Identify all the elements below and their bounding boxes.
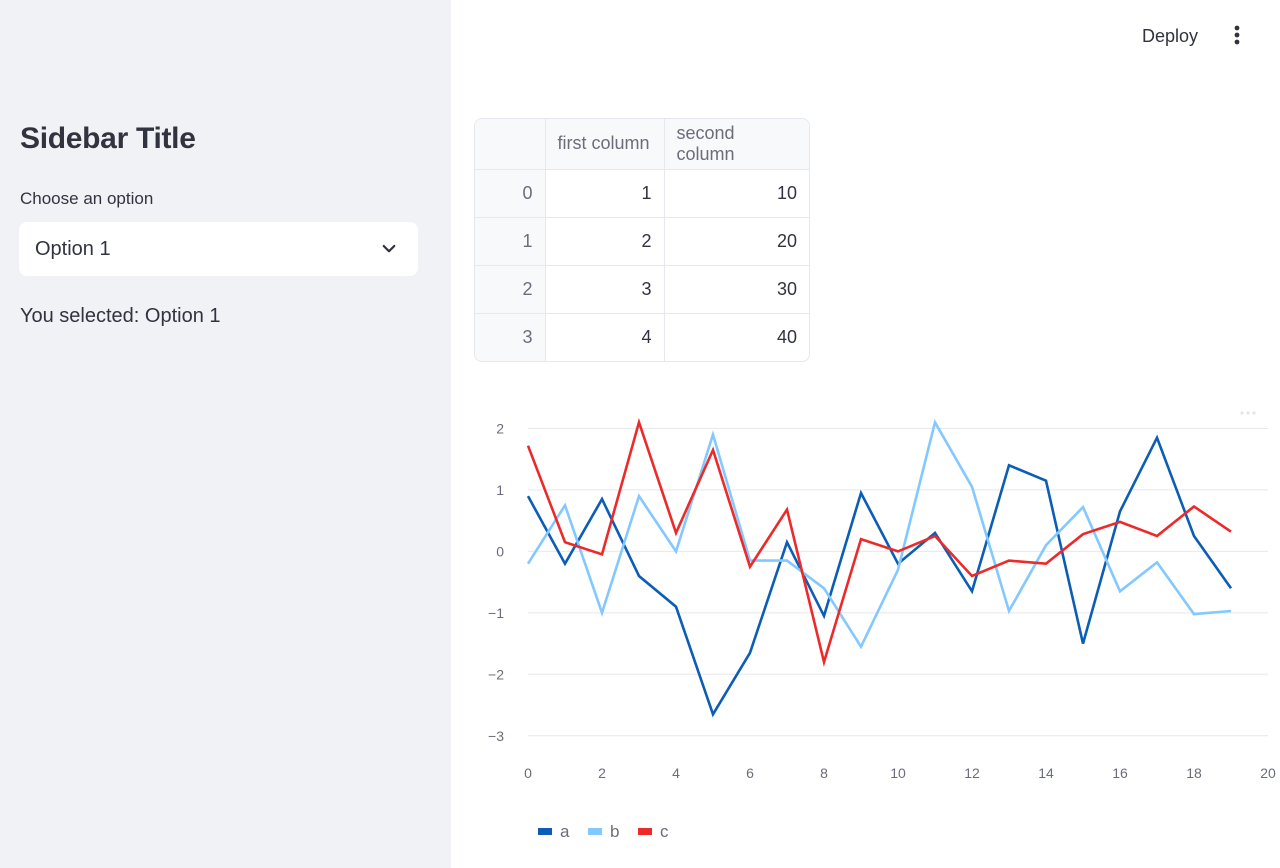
x-tick-label: 14 xyxy=(1038,765,1054,781)
selectbox-value: Option 1 xyxy=(35,238,111,260)
selected-output: You selected: Option 1 xyxy=(20,305,221,328)
table-header-row: first column second column xyxy=(475,119,809,170)
x-tick-label: 4 xyxy=(672,765,680,781)
selected-value: Option 1 xyxy=(144,305,221,327)
chevron-down-icon xyxy=(382,244,396,253)
y-tick-label: 0 xyxy=(496,543,504,559)
sidebar: Sidebar Title Choose an option Option 1 … xyxy=(0,0,451,868)
table-cell[interactable]: 10 xyxy=(664,169,809,218)
x-tick-label: 18 xyxy=(1186,765,1202,781)
table-row: 0 1 10 xyxy=(475,169,809,218)
table-cell[interactable]: 40 xyxy=(776,326,797,347)
select-label: Choose an option xyxy=(20,189,154,208)
legend-swatch-b xyxy=(588,828,602,835)
table-row: 2 3 30 xyxy=(475,265,809,314)
legend-label-b[interactable]: b xyxy=(610,822,619,841)
y-tick-label: −2 xyxy=(488,666,504,682)
table-row: 3 4 40 xyxy=(475,313,809,361)
y-tick-label: −1 xyxy=(488,605,504,621)
table-cell[interactable]: 20 xyxy=(664,217,809,266)
kebab-menu-icon xyxy=(1234,25,1240,45)
main-menu-button[interactable] xyxy=(1222,20,1252,52)
row-index: 2 xyxy=(475,265,546,314)
column-header[interactable]: second column xyxy=(664,119,809,170)
x-tick-label: 6 xyxy=(746,765,754,781)
y-tick-label: −3 xyxy=(488,728,504,744)
deploy-button[interactable]: Deploy xyxy=(1142,26,1199,46)
x-tick-label: 20 xyxy=(1260,765,1276,781)
y-axis-ticks: 2 1 0 −1 −2 −3 xyxy=(488,420,504,743)
series-line-c[interactable] xyxy=(526,417,1232,667)
series-line-a[interactable] xyxy=(526,434,1233,718)
x-tick-label: 10 xyxy=(890,765,906,781)
index-header xyxy=(475,119,546,170)
table-cell[interactable]: 30 xyxy=(664,265,809,314)
legend-label-c[interactable]: c xyxy=(660,822,669,841)
table-cell[interactable]: 4 xyxy=(545,313,665,361)
series-line-b[interactable] xyxy=(526,418,1232,650)
y-tick-label: 1 xyxy=(496,482,504,498)
row-index: 3 xyxy=(475,313,546,361)
row-index: 1 xyxy=(475,217,546,266)
chart-series xyxy=(526,417,1233,718)
x-axis-ticks: 0 2 4 6 8 10 12 14 16 18 20 xyxy=(524,765,1276,781)
sidebar-title: Sidebar Title xyxy=(20,122,196,155)
dataframe[interactable]: first column second column 0 1 10 1 2 20… xyxy=(474,118,810,362)
selected-prefix: You selected: xyxy=(20,305,145,327)
data-table: first column second column 0 1 10 1 2 20… xyxy=(475,119,809,361)
chart-grid xyxy=(528,427,1268,737)
table-cell[interactable]: 3 xyxy=(545,265,665,314)
chart-legend[interactable]: a b c xyxy=(538,822,669,841)
legend-label-a[interactable]: a xyxy=(560,822,570,841)
x-tick-label: 12 xyxy=(964,765,980,781)
column-header[interactable]: first column xyxy=(545,119,665,170)
option-selectbox[interactable]: Option 1 xyxy=(19,222,418,276)
x-tick-label: 8 xyxy=(820,765,828,781)
legend-swatch-a xyxy=(538,828,552,835)
chart-menu-icon[interactable] xyxy=(1240,411,1256,415)
legend-swatch-c xyxy=(638,828,652,835)
y-tick-label: 2 xyxy=(496,420,504,436)
x-tick-label: 0 xyxy=(524,765,532,781)
table-cell[interactable]: 1 xyxy=(545,169,665,218)
row-index: 0 xyxy=(475,169,546,218)
table-row: 1 2 20 xyxy=(475,217,809,266)
table-cell[interactable]: 2 xyxy=(545,217,665,266)
x-tick-label: 2 xyxy=(598,765,606,781)
x-tick-label: 16 xyxy=(1112,765,1128,781)
